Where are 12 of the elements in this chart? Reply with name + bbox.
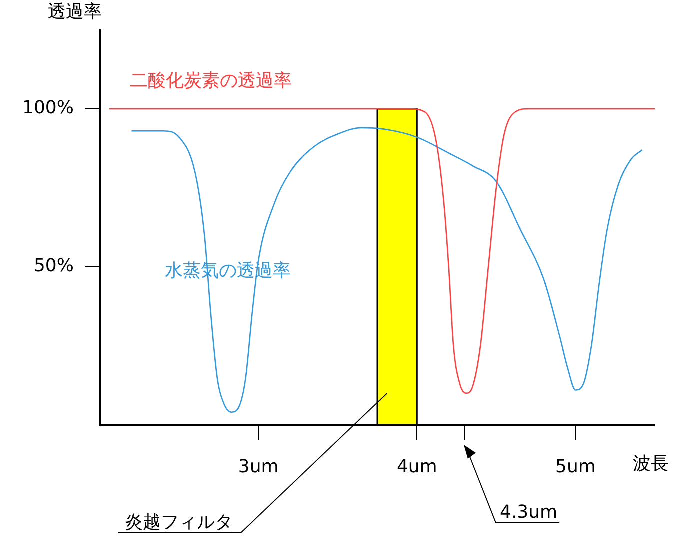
- x-tick-label: 5um: [556, 456, 596, 478]
- series-label: 二酸化炭素の透過率: [130, 70, 292, 92]
- y-axis-title: 透過率: [48, 2, 102, 23]
- line-series: [108, 108, 655, 394]
- text: 4.3um: [500, 502, 558, 523]
- x-tick-label: 4um: [396, 456, 438, 478]
- line-series: [131, 127, 643, 414]
- band-label: 炎越フィルタ: [125, 512, 233, 533]
- y-tick-label: 50%: [34, 256, 74, 277]
- x-axis-title: 波長: [633, 454, 669, 475]
- x-tick-label: 3um: [238, 456, 279, 478]
- y-tick-label: 100%: [22, 98, 74, 119]
